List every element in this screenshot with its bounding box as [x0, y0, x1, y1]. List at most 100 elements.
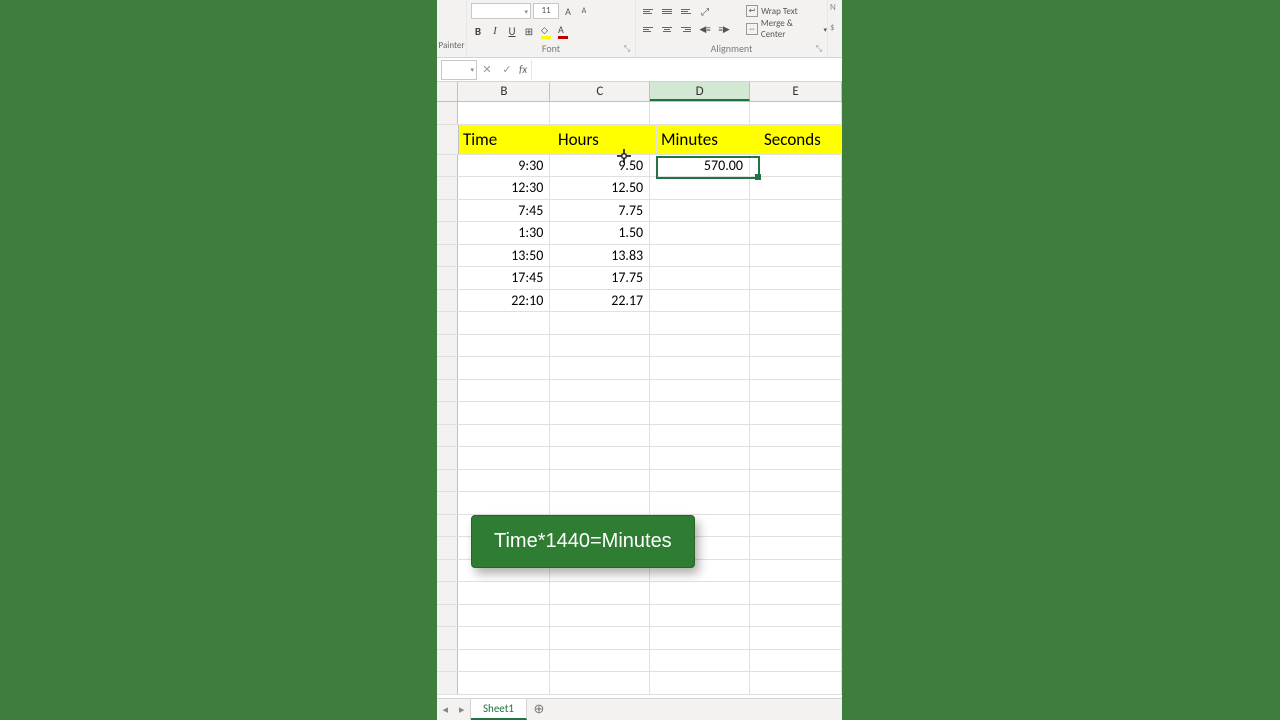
cell[interactable] [750, 102, 842, 124]
cell[interactable] [550, 627, 650, 649]
underline-button[interactable]: U [505, 23, 519, 39]
row-header[interactable] [437, 312, 458, 334]
font-name-combo[interactable]: ▾ [471, 3, 531, 19]
cell[interactable] [750, 582, 842, 604]
increase-indent-button[interactable]: ≡▶ [716, 22, 732, 36]
cell[interactable] [750, 425, 842, 447]
cell[interactable] [550, 470, 650, 492]
cell[interactable] [550, 605, 650, 627]
font-size-combo[interactable]: 11 [533, 3, 559, 19]
row-header[interactable] [437, 177, 458, 199]
border-button[interactable]: ⊞ [522, 23, 536, 39]
cell[interactable] [750, 380, 842, 402]
cell[interactable] [750, 290, 842, 312]
formula-input[interactable] [531, 60, 842, 80]
cell[interactable] [650, 447, 750, 469]
increase-font-button[interactable]: A [561, 4, 575, 18]
cell[interactable] [650, 245, 750, 267]
align-bottom-button[interactable] [678, 4, 694, 18]
cell[interactable] [650, 222, 750, 244]
cell[interactable] [650, 492, 750, 514]
cell[interactable] [458, 357, 550, 379]
cell[interactable] [750, 492, 842, 514]
cell[interactable] [650, 672, 750, 694]
fill-color-button[interactable]: ◇ [539, 23, 553, 39]
cell[interactable] [458, 470, 550, 492]
row-header[interactable] [437, 650, 458, 672]
align-right-button[interactable] [678, 22, 694, 36]
row-header[interactable] [437, 357, 458, 379]
cell[interactable] [750, 627, 842, 649]
cell[interactable] [750, 447, 842, 469]
row-header[interactable] [437, 425, 458, 447]
cell[interactable] [750, 560, 842, 582]
cell[interactable] [550, 582, 650, 604]
confirm-formula-button[interactable]: ✓ [497, 63, 517, 76]
row-header[interactable] [437, 515, 458, 537]
row-header[interactable] [437, 267, 458, 289]
cell[interactable] [550, 492, 650, 514]
fx-icon[interactable]: fx [519, 63, 527, 76]
cell[interactable] [550, 380, 650, 402]
row-header[interactable] [437, 222, 458, 244]
row-header[interactable] [437, 470, 458, 492]
cell[interactable] [458, 380, 550, 402]
cell[interactable]: 17.75 [550, 267, 650, 289]
cell[interactable]: 570.00 [650, 155, 750, 177]
cell[interactable] [650, 357, 750, 379]
cell[interactable] [550, 312, 650, 334]
cell[interactable] [458, 492, 550, 514]
cell[interactable] [750, 470, 842, 492]
cell[interactable]: 12:30 [458, 177, 550, 199]
row-header[interactable] [437, 335, 458, 357]
cell[interactable] [750, 335, 842, 357]
cell[interactable] [650, 312, 750, 334]
cell[interactable] [750, 155, 842, 177]
cell[interactable]: 9.50 [550, 155, 650, 177]
column-header-C[interactable]: C [550, 82, 650, 101]
cell[interactable] [550, 447, 650, 469]
cell[interactable] [458, 425, 550, 447]
worksheet-grid[interactable]: BCDE TimeHoursMinutesSeconds9:309.50570.… [437, 82, 842, 698]
row-header[interactable] [437, 582, 458, 604]
cell[interactable] [650, 267, 750, 289]
cell[interactable] [750, 402, 842, 424]
cell[interactable] [650, 425, 750, 447]
cell[interactable] [650, 627, 750, 649]
cell[interactable] [750, 515, 842, 537]
decrease-indent-button[interactable]: ◀≡ [697, 22, 713, 36]
align-center-button[interactable] [659, 22, 675, 36]
cell[interactable] [458, 605, 550, 627]
align-left-button[interactable] [640, 22, 656, 36]
column-header-B[interactable]: B [458, 82, 550, 101]
cell[interactable] [650, 582, 750, 604]
cell[interactable] [458, 102, 550, 124]
cell[interactable] [650, 402, 750, 424]
row-header[interactable] [437, 492, 458, 514]
cell[interactable] [550, 650, 650, 672]
cell[interactable] [458, 582, 550, 604]
cell[interactable] [458, 650, 550, 672]
cell[interactable]: 12.50 [550, 177, 650, 199]
cell[interactable] [550, 672, 650, 694]
cell[interactable]: 13:50 [458, 245, 550, 267]
cell[interactable]: 1:30 [458, 222, 550, 244]
cell[interactable] [750, 177, 842, 199]
cell[interactable] [750, 200, 842, 222]
cell[interactable] [550, 402, 650, 424]
italic-button[interactable]: I [488, 23, 502, 39]
cell[interactable] [458, 402, 550, 424]
cell[interactable] [458, 447, 550, 469]
cell[interactable]: Seconds [760, 125, 842, 154]
cell[interactable]: 22:10 [458, 290, 550, 312]
cell[interactable] [650, 177, 750, 199]
cell[interactable]: 7:45 [458, 200, 550, 222]
cell[interactable] [650, 605, 750, 627]
row-header[interactable] [437, 245, 458, 267]
row-header[interactable] [437, 537, 458, 559]
cell[interactable] [750, 672, 842, 694]
cell[interactable]: 22.17 [550, 290, 650, 312]
cell[interactable]: 17:45 [458, 267, 550, 289]
cell[interactable] [750, 245, 842, 267]
sheet-tab-active[interactable]: Sheet1 [471, 699, 527, 720]
